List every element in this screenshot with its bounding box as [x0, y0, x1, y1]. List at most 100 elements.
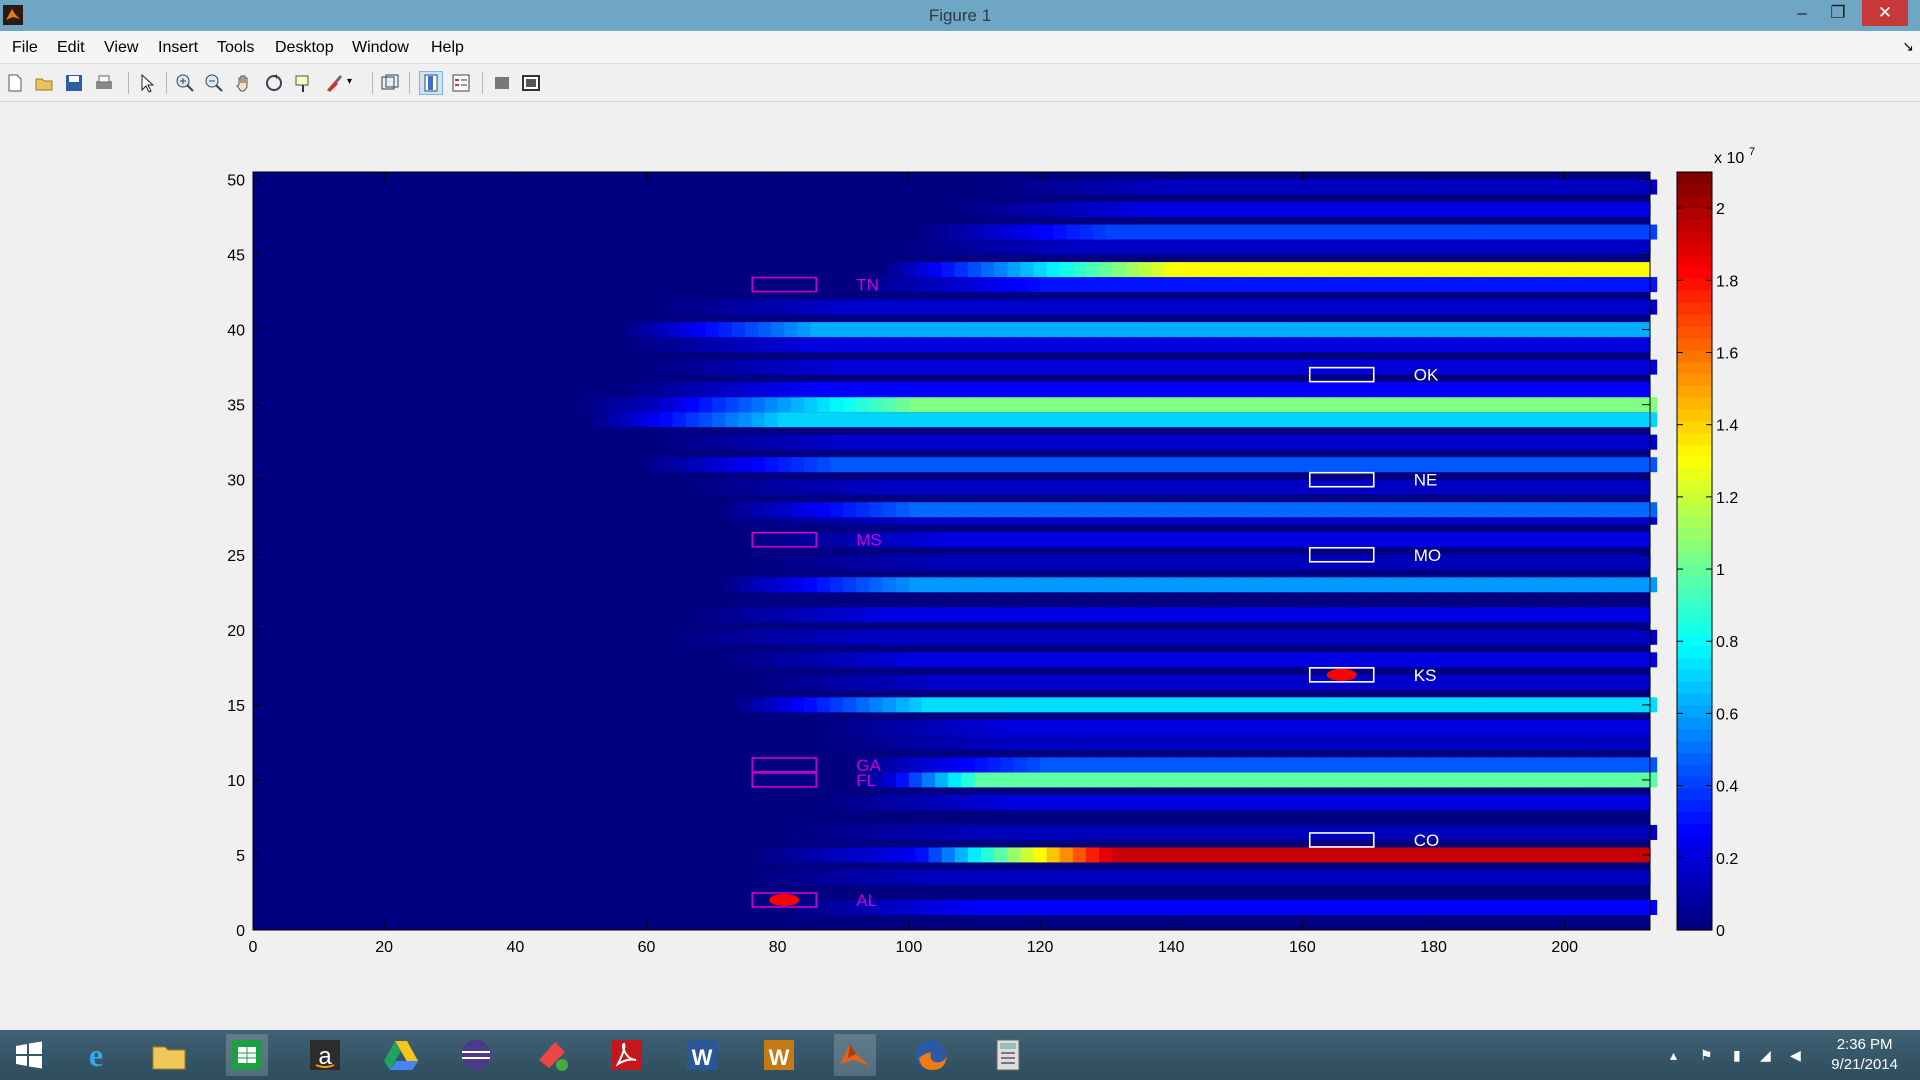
state-box-ga[interactable] — [751, 757, 818, 773]
zoom-in-icon[interactable] — [174, 72, 196, 94]
show-plot-tools-icon[interactable] — [520, 72, 542, 94]
heatmap-cell — [869, 359, 884, 375]
brush-icon[interactable] — [323, 72, 345, 94]
brush-dropdown-icon[interactable]: ▾ — [347, 76, 353, 87]
action-center-flag-icon[interactable]: ⚑ — [1700, 1047, 1713, 1063]
menu-help[interactable]: Help — [431, 39, 464, 56]
heatmap-cell — [987, 412, 1002, 428]
app-red-icon[interactable] — [531, 1034, 573, 1076]
open-file-icon[interactable] — [33, 72, 55, 94]
file-explorer-icon[interactable] — [148, 1034, 190, 1076]
print-icon[interactable] — [93, 72, 115, 94]
colorbar-frame[interactable] — [1676, 171, 1713, 931]
heatmap-cell — [1466, 382, 1481, 398]
menu-file[interactable]: File — [12, 39, 38, 56]
save-icon[interactable] — [63, 72, 85, 94]
google-drive-icon[interactable] — [380, 1034, 422, 1076]
heatmap-cell — [1505, 202, 1520, 218]
state-box-tn[interactable] — [751, 276, 818, 293]
state-box-ne[interactable] — [1308, 471, 1375, 488]
heatmap-cell — [1636, 719, 1651, 735]
firefox-icon[interactable] — [910, 1034, 952, 1076]
system-clock[interactable]: 2:36 PM 9/21/2014 — [1831, 1035, 1898, 1075]
spreadsheet-app-icon[interactable] — [226, 1034, 268, 1076]
link-plot-icon[interactable] — [379, 72, 401, 94]
data-cursor-icon[interactable] — [293, 72, 315, 94]
heatmap-cell — [1604, 502, 1618, 518]
dock-arrow-icon[interactable]: ↘ — [1902, 38, 1914, 54]
heatmap-cell — [1486, 502, 1500, 518]
menu-tools[interactable]: Tools — [217, 39, 255, 56]
heatmap-cell — [961, 772, 976, 788]
state-box-fl[interactable] — [751, 772, 818, 788]
state-box-al[interactable] — [751, 892, 818, 908]
colorbar-segment — [1677, 219, 1712, 232]
heatmap-cell — [1479, 794, 1494, 810]
word-icon[interactable]: W — [681, 1034, 723, 1076]
heatmap-cell — [1413, 262, 1428, 278]
heatmap-cell — [1072, 382, 1087, 398]
heatmap-cell — [1204, 554, 1218, 570]
internet-explorer-icon[interactable]: e — [75, 1034, 117, 1076]
state-box-ks[interactable] — [1308, 667, 1375, 683]
marker-dot-al[interactable] — [769, 893, 800, 906]
heatmap-cell — [1099, 674, 1113, 690]
heatmap-cell — [1197, 629, 1212, 645]
new-figure-icon[interactable] — [4, 72, 26, 94]
heatmap-cell — [1427, 479, 1441, 495]
heatmap-cell — [1059, 262, 1074, 278]
windows-start-icon[interactable] — [8, 1034, 50, 1076]
heatmap-cell — [915, 719, 930, 735]
heatmap-cell — [810, 382, 825, 398]
heatmap-cell — [1158, 652, 1172, 668]
heatmap-cell — [1531, 337, 1546, 353]
heatmap-cell — [817, 502, 831, 518]
amazon-icon[interactable]: a — [304, 1034, 346, 1076]
state-box-ok[interactable] — [1308, 366, 1375, 383]
rotate-3d-icon[interactable] — [263, 72, 285, 94]
arrow-pointer-icon[interactable] — [136, 72, 158, 94]
eclipse-icon[interactable] — [455, 1034, 497, 1076]
state-box-ms[interactable] — [751, 531, 818, 548]
adobe-reader-icon[interactable] — [606, 1034, 648, 1076]
heatmap-cell — [1007, 337, 1021, 353]
menu-window[interactable]: Window — [352, 39, 409, 56]
state-box-co[interactable] — [1308, 832, 1375, 848]
heatmap-cell — [1453, 674, 1467, 690]
heatmap-cell — [1230, 794, 1244, 810]
menu-desktop[interactable]: Desktop — [275, 39, 334, 56]
show-hidden-icons-icon[interactable]: ▴ — [1670, 1047, 1678, 1063]
matlab-icon[interactable] — [834, 1034, 876, 1076]
hide-plot-tools-icon[interactable] — [491, 72, 513, 94]
heatmap-cell — [1420, 899, 1435, 915]
heatmap-cell — [921, 697, 936, 713]
figure-canvas[interactable]: TN MS GA FL AL OK NE MO KS CO 0 20 40 60 80 100 120 140 16… — [2, 102, 1918, 1030]
heatmap-cell — [1295, 479, 1310, 495]
office-w-icon[interactable]: W — [758, 1034, 800, 1076]
battery-icon[interactable]: ▮ — [1733, 1047, 1741, 1063]
heatmap-cell — [1210, 899, 1225, 915]
menu-edit[interactable]: Edit — [57, 39, 85, 56]
colorbar-tick-label: 1.2 — [1716, 490, 1738, 507]
pan-hand-icon[interactable] — [233, 72, 255, 94]
close-button[interactable]: ✕ — [1862, 0, 1908, 26]
state-box-mo[interactable] — [1308, 546, 1375, 563]
heatmap-cell — [843, 629, 857, 645]
heatmap-cell — [1630, 502, 1645, 518]
colorbar-toggle-icon[interactable] — [419, 71, 443, 95]
zoom-out-icon[interactable] — [203, 72, 225, 94]
heatmap-cell — [928, 674, 943, 690]
heatmap-cell — [1236, 577, 1251, 593]
menu-view[interactable]: View — [104, 39, 139, 56]
volume-icon[interactable]: ◀ — [1790, 1047, 1801, 1063]
heatmap-row — [613, 337, 1651, 353]
minimize-button[interactable]: – — [1797, 3, 1807, 22]
marker-dot-ks[interactable] — [1326, 668, 1357, 681]
calculator-icon[interactable] — [987, 1034, 1029, 1076]
menu-insert[interactable]: Insert — [158, 39, 199, 56]
maximize-button[interactable]: ❐ — [1830, 3, 1846, 22]
heatmap-cell — [1099, 262, 1113, 278]
legend-toggle-icon[interactable] — [450, 72, 472, 94]
network-signal-icon[interactable]: ◢ — [1760, 1047, 1771, 1063]
